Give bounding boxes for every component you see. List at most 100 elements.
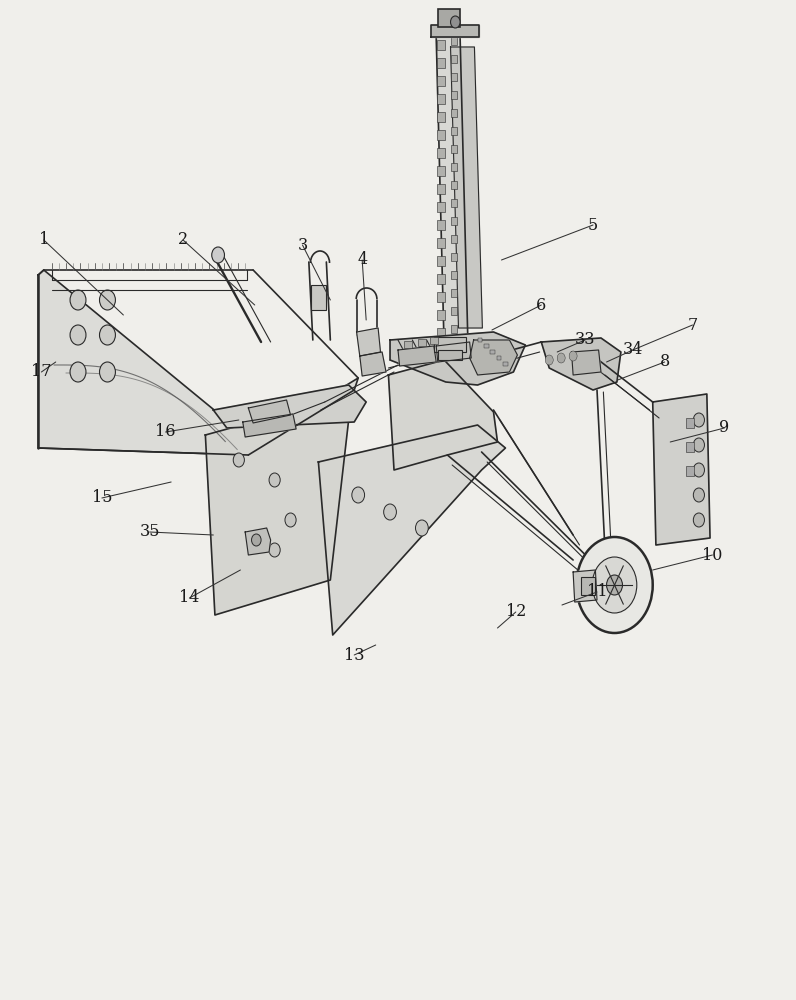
Polygon shape	[248, 400, 291, 423]
Bar	[437, 274, 445, 284]
Circle shape	[100, 290, 115, 310]
Bar	[437, 166, 445, 176]
Polygon shape	[573, 570, 597, 602]
Bar	[581, 577, 595, 595]
Bar	[418, 339, 426, 346]
Bar	[451, 253, 457, 261]
Bar	[437, 148, 445, 158]
Text: 11: 11	[587, 584, 607, 600]
Bar	[437, 76, 445, 86]
Circle shape	[693, 413, 704, 427]
Text: 10: 10	[702, 546, 723, 564]
Bar	[503, 362, 508, 366]
Bar	[497, 356, 501, 360]
Bar	[437, 292, 445, 302]
Text: 7: 7	[688, 316, 697, 334]
Polygon shape	[390, 332, 525, 385]
Polygon shape	[318, 425, 505, 635]
Circle shape	[592, 557, 637, 613]
Bar	[437, 130, 445, 140]
Polygon shape	[357, 328, 380, 356]
Circle shape	[557, 353, 565, 363]
Polygon shape	[388, 360, 498, 470]
Polygon shape	[470, 340, 517, 375]
Bar	[451, 271, 457, 279]
Circle shape	[545, 355, 553, 365]
Bar	[451, 145, 457, 153]
Bar	[437, 256, 445, 266]
Circle shape	[384, 504, 396, 520]
Bar	[437, 58, 445, 68]
Text: 35: 35	[139, 524, 160, 540]
Bar	[438, 9, 460, 27]
Bar	[451, 163, 457, 171]
Polygon shape	[451, 47, 482, 328]
Circle shape	[70, 362, 86, 382]
Circle shape	[451, 16, 460, 28]
Circle shape	[269, 473, 280, 487]
Polygon shape	[205, 400, 349, 615]
Polygon shape	[243, 414, 296, 437]
Bar	[430, 337, 438, 344]
Text: 16: 16	[155, 424, 176, 440]
Circle shape	[100, 362, 115, 382]
Text: 13: 13	[344, 647, 365, 664]
Bar	[490, 350, 495, 354]
Circle shape	[607, 575, 622, 595]
Bar	[451, 127, 457, 135]
Text: 6: 6	[537, 296, 546, 314]
Bar	[437, 328, 445, 338]
Bar	[437, 202, 445, 212]
Text: 14: 14	[179, 589, 200, 606]
Text: 15: 15	[92, 489, 112, 506]
Circle shape	[285, 513, 296, 527]
Bar	[484, 344, 489, 348]
Bar	[451, 91, 457, 99]
Text: 4: 4	[357, 251, 367, 268]
Polygon shape	[398, 346, 436, 366]
Bar	[686, 442, 694, 452]
Bar	[451, 181, 457, 189]
Text: 1: 1	[39, 232, 49, 248]
Circle shape	[352, 487, 365, 503]
Bar	[451, 55, 457, 63]
Bar	[404, 341, 412, 348]
Polygon shape	[245, 528, 271, 555]
Bar	[437, 184, 445, 194]
Bar	[451, 289, 457, 297]
Bar	[451, 325, 457, 333]
Bar	[437, 94, 445, 104]
Circle shape	[693, 513, 704, 527]
Bar	[451, 307, 457, 315]
Bar	[438, 350, 462, 360]
Bar	[437, 112, 445, 122]
Text: 33: 33	[575, 332, 595, 349]
Bar	[437, 220, 445, 230]
Text: 3: 3	[298, 236, 307, 253]
Circle shape	[233, 453, 244, 467]
Text: 5: 5	[588, 217, 598, 233]
Circle shape	[693, 463, 704, 477]
Circle shape	[252, 534, 261, 546]
Text: 2: 2	[178, 232, 188, 248]
Bar	[434, 337, 466, 352]
Bar	[451, 109, 457, 117]
Bar	[451, 37, 457, 45]
Bar	[437, 238, 445, 248]
Circle shape	[100, 325, 115, 345]
Polygon shape	[541, 338, 621, 390]
Text: 9: 9	[720, 420, 729, 436]
Bar	[451, 235, 457, 243]
Text: 34: 34	[622, 342, 643, 359]
Polygon shape	[436, 342, 471, 362]
Polygon shape	[572, 350, 601, 375]
Polygon shape	[653, 394, 710, 545]
Bar	[686, 418, 694, 428]
Polygon shape	[436, 37, 468, 348]
Bar	[437, 40, 445, 50]
Bar	[686, 466, 694, 476]
Circle shape	[416, 520, 428, 536]
Circle shape	[269, 543, 280, 557]
Circle shape	[576, 537, 653, 633]
Bar	[451, 217, 457, 225]
